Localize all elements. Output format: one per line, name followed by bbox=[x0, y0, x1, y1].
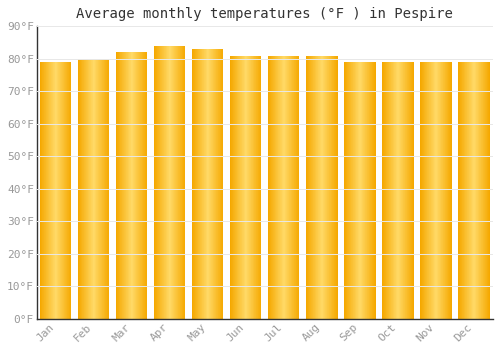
Title: Average monthly temperatures (°F ) in Pespire: Average monthly temperatures (°F ) in Pe… bbox=[76, 7, 454, 21]
